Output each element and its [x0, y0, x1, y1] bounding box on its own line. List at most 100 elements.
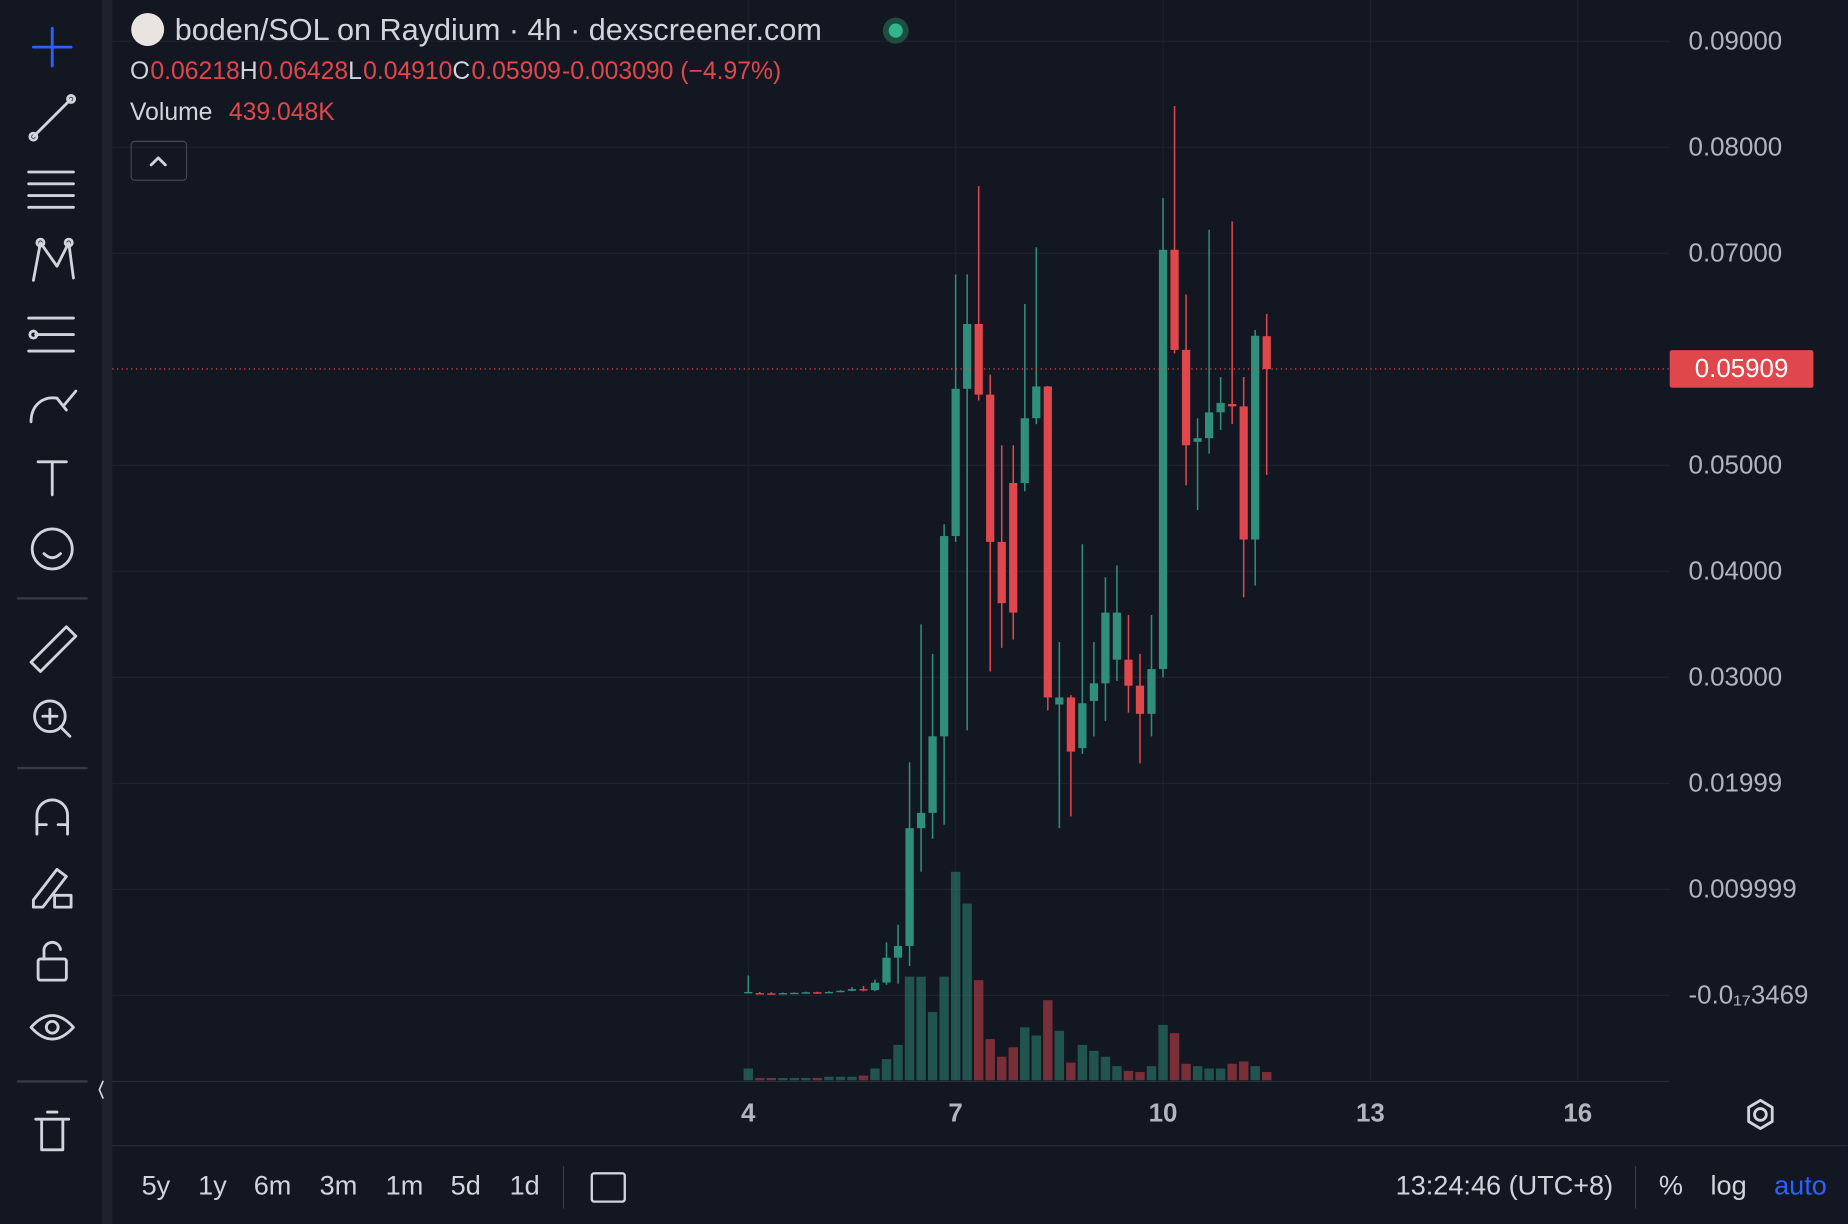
y-tick-label: 0.009999	[1689, 875, 1797, 903]
volume-bar	[997, 1056, 1007, 1081]
range-button[interactable]: 1y	[198, 1170, 227, 1201]
x-tick-label: 4	[741, 1099, 756, 1127]
candle-body	[824, 991, 834, 994]
volume-bar	[1089, 1050, 1099, 1081]
volume-bar	[1169, 1033, 1180, 1081]
legend-key: H	[240, 57, 258, 84]
visibility-tool[interactable]	[29, 1014, 75, 1041]
scale-option[interactable]: auto	[1774, 1170, 1827, 1201]
candle-body	[767, 993, 776, 995]
candle-body	[870, 982, 880, 991]
zoom-tool[interactable]	[33, 699, 72, 738]
volume-bar	[812, 1077, 823, 1081]
y-tick-label: 0.08000	[1689, 133, 1783, 161]
candle-body	[1170, 249, 1179, 350]
volume-bar	[847, 1076, 857, 1081]
candle-body	[1032, 386, 1041, 419]
legend-value: -0.003090 (−4.97%)	[562, 57, 781, 84]
candle-body	[1009, 483, 1018, 613]
scale-option[interactable]: %	[1659, 1170, 1683, 1201]
candle-body	[1193, 438, 1202, 442]
magnet-tool[interactable]	[35, 798, 69, 836]
fib-tool[interactable]	[27, 170, 75, 209]
prediction-tool[interactable]	[27, 316, 75, 353]
brush-tool[interactable]	[29, 389, 78, 424]
emoji-tool[interactable]	[30, 527, 74, 571]
volume-bar	[881, 1059, 892, 1081]
range-button[interactable]: 6m	[254, 1170, 292, 1201]
volume-bar	[1123, 1070, 1134, 1081]
legend-value: 0.05909	[471, 57, 560, 84]
volume-bar	[1008, 1047, 1018, 1081]
last-price-label: 0.05909	[1695, 355, 1789, 383]
range-button[interactable]: 3m	[320, 1170, 358, 1201]
last-price-box	[1669, 350, 1814, 388]
volume-bar	[1227, 1063, 1237, 1081]
volume-bar	[1066, 1062, 1076, 1081]
volume-bar	[870, 1068, 880, 1081]
crosshair-tool[interactable]	[31, 26, 73, 68]
y-tick-label: 0.05000	[1689, 451, 1783, 479]
candle-body	[859, 989, 868, 991]
collapse-toolbar[interactable]	[98, 1080, 104, 1099]
volume-bar	[927, 1011, 938, 1081]
candle-body	[847, 989, 857, 991]
candle-body	[1251, 335, 1260, 540]
volume-bar	[985, 1039, 995, 1081]
legend-value: 0.06218	[150, 57, 239, 84]
date-range-icon[interactable]	[590, 1172, 626, 1203]
candle-body	[1147, 669, 1156, 714]
axis-settings[interactable]	[1747, 1098, 1774, 1130]
candle-body	[1124, 659, 1133, 686]
collapse-legend-button[interactable]	[130, 140, 188, 181]
candle-body	[916, 812, 926, 829]
volume-bar	[1043, 1000, 1053, 1081]
bottom-divider	[112, 1145, 1848, 1147]
volume-bar	[1112, 1066, 1122, 1081]
volume-bar	[755, 1077, 765, 1081]
pattern-tool[interactable]	[31, 237, 75, 282]
candle-body	[813, 992, 822, 994]
candle-body	[974, 324, 983, 395]
candle-body	[1158, 249, 1168, 670]
delete-tool[interactable]	[34, 1110, 71, 1152]
range-button[interactable]: 5y	[142, 1170, 171, 1201]
volume-bar	[1238, 1061, 1249, 1081]
candle-body	[963, 324, 972, 389]
text-tool[interactable]	[36, 460, 68, 497]
volume-bar	[1135, 1072, 1145, 1081]
scale-option[interactable]: log	[1711, 1170, 1747, 1201]
candle-body	[1043, 386, 1052, 698]
legend-value: 0.06428	[259, 57, 348, 84]
y-tick-label: 0.09000	[1689, 27, 1783, 55]
candle-body	[790, 992, 799, 995]
clock: 13:24:46 (UTC+8)	[1396, 1170, 1613, 1201]
left-toolbar	[16, 26, 104, 1152]
candle-body	[997, 541, 1006, 604]
lock-tool[interactable]	[36, 940, 68, 982]
y-tick-label: 0.03000	[1689, 663, 1783, 691]
volume-bar	[916, 976, 926, 1081]
x-tick-label: 16	[1563, 1099, 1592, 1127]
range-button[interactable]: 5d	[451, 1170, 481, 1201]
volume-bar	[801, 1077, 811, 1081]
candle-body	[836, 990, 845, 993]
candle-body	[1078, 703, 1087, 749]
range-button[interactable]: 1m	[386, 1170, 424, 1201]
candle-body	[1020, 418, 1029, 484]
trend-line-tool[interactable]	[28, 94, 77, 142]
candle-body	[1066, 697, 1075, 752]
candle-body	[905, 828, 914, 946]
legend-key: O	[130, 57, 149, 84]
candle-body	[1055, 697, 1064, 705]
range-button[interactable]: 1d	[510, 1170, 540, 1201]
volume-bar	[1204, 1068, 1214, 1081]
candle-body	[1089, 683, 1099, 701]
volume-bar	[1215, 1068, 1226, 1081]
candle-body	[928, 736, 937, 813]
candle-body	[1181, 349, 1191, 446]
ruler-tool[interactable]	[29, 625, 78, 673]
lock-drawing-tool[interactable]	[31, 867, 73, 909]
y-tick-label: 0.07000	[1689, 239, 1783, 267]
